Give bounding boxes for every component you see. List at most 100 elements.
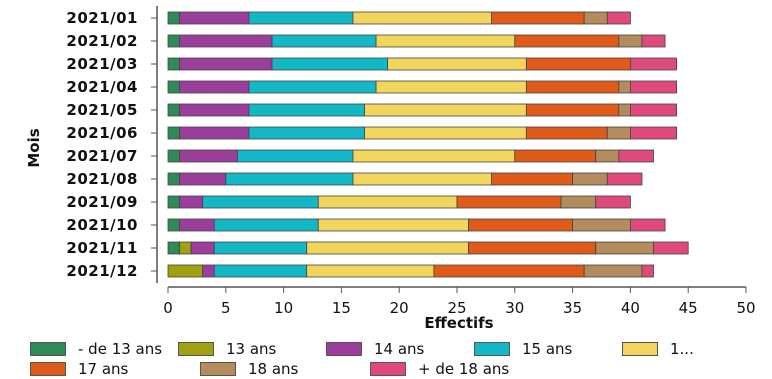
bar-segment <box>572 218 631 232</box>
bar-segment <box>213 218 319 232</box>
legend-swatch <box>370 362 406 376</box>
bar-segment <box>167 103 180 117</box>
bar-segment <box>525 126 608 140</box>
bar-segment <box>491 172 573 186</box>
bar-segment <box>179 172 227 186</box>
bar-segment <box>618 103 631 117</box>
legend-label: 18 ans <box>248 360 299 378</box>
bar-segment <box>560 195 597 209</box>
x-tick-label: 20 <box>390 299 409 317</box>
bar-segment <box>306 241 469 255</box>
bar-segment <box>213 241 308 255</box>
bar-segment <box>202 264 215 278</box>
bar-segment <box>248 11 354 25</box>
legend-swatch <box>30 362 66 376</box>
bar-segment <box>630 103 678 117</box>
bar-segment <box>653 241 689 255</box>
legend-swatch <box>200 362 236 376</box>
legend-label: 15 ans <box>522 340 573 358</box>
bar-segment <box>630 126 678 140</box>
legend-item: 1... <box>622 339 770 359</box>
bar-segment <box>595 149 620 163</box>
y-tick-label: 2021/02 <box>66 32 138 50</box>
bar-segment <box>525 103 620 117</box>
bar-segment <box>433 264 585 278</box>
bar-segment <box>641 264 654 278</box>
x-tick-label: 10 <box>274 299 293 317</box>
bar-segment <box>595 195 631 209</box>
bar-segment <box>179 80 250 94</box>
bar-segment <box>179 126 250 140</box>
legend-label: 14 ans <box>374 340 425 358</box>
bar-segment <box>456 195 562 209</box>
bar-segment <box>167 149 180 163</box>
x-tick-label: 35 <box>563 299 582 317</box>
bar-segment <box>179 241 192 255</box>
bar-segment <box>375 80 527 94</box>
bar-segment <box>572 172 608 186</box>
bar-segment <box>375 34 516 48</box>
y-tick-label: 2021/10 <box>66 216 138 234</box>
bar-segment <box>248 126 365 140</box>
y-tick-label: 2021/06 <box>66 124 138 142</box>
bar-segment <box>606 11 631 25</box>
bar-segment <box>583 11 608 25</box>
x-tick-label: 15 <box>332 299 351 317</box>
legend-label: 17 ans <box>78 360 129 378</box>
x-tick-label: 0 <box>163 299 173 317</box>
y-tick-label: 2021/08 <box>66 170 138 188</box>
legend-item: + de 18 ans <box>370 359 540 379</box>
bar-segment <box>606 126 631 140</box>
bar-segment <box>618 34 643 48</box>
bar-segment <box>179 34 273 48</box>
bar-segment <box>167 218 180 232</box>
legend-swatch <box>178 342 214 356</box>
bar-segment <box>514 149 597 163</box>
bar-segment <box>236 149 354 163</box>
bar-segment <box>317 218 469 232</box>
bar-segment <box>514 34 620 48</box>
x-tick-label: 25 <box>447 299 466 317</box>
bar-segment <box>306 264 435 278</box>
stacked-bar-chart: 2021/01 2021/02 2021/03 2021/04 2021/05 2021/… <box>25 6 756 332</box>
bar-segment <box>179 195 204 209</box>
y-tick-label: 2021/05 <box>66 101 138 119</box>
bar-segment <box>225 172 354 186</box>
y-tick-label: 2021/12 <box>66 262 138 280</box>
bar-segment <box>630 218 666 232</box>
bar-segment <box>630 80 678 94</box>
y-tick-label: 2021/01 <box>66 9 138 27</box>
bar-segment <box>364 126 527 140</box>
legend-label: - de 13 ans <box>78 340 163 358</box>
bar-segment <box>167 126 180 140</box>
y-tick-label: 2021/03 <box>66 55 138 73</box>
bar-segment <box>468 218 573 232</box>
bar-segment <box>271 34 377 48</box>
x-tick-label: 45 <box>679 299 698 317</box>
bar-segment <box>606 172 643 186</box>
bar-segment <box>167 34 180 48</box>
bar-segment <box>352 149 516 163</box>
bar-segment <box>468 241 597 255</box>
y-tick-label: 2021/07 <box>66 147 138 165</box>
bar-segment <box>525 57 631 71</box>
legend-item: 13 ans <box>178 339 326 359</box>
legend-row: - de 13 ans 13 ans 14 ans 15 ans 1... <box>30 339 770 359</box>
bar-segment <box>167 57 180 71</box>
y-tick-label: 2021/11 <box>66 239 138 257</box>
bar-segment <box>364 103 527 117</box>
bar-segment <box>202 195 319 209</box>
y-tick-label: 2021/09 <box>66 193 138 211</box>
bar-segment <box>179 218 215 232</box>
bar-segment <box>213 264 308 278</box>
bar-segment <box>167 11 180 25</box>
bar-segment <box>167 172 180 186</box>
bar-segment <box>179 103 250 117</box>
bar-segment <box>167 80 180 94</box>
legend-label: + de 18 ans <box>418 360 510 378</box>
bar-segment <box>248 80 377 94</box>
legend-item: 17 ans <box>30 359 200 379</box>
bar-segment <box>271 57 389 71</box>
x-axis-title: Effectifs <box>424 314 493 332</box>
y-tick-label: 2021/04 <box>66 78 138 96</box>
